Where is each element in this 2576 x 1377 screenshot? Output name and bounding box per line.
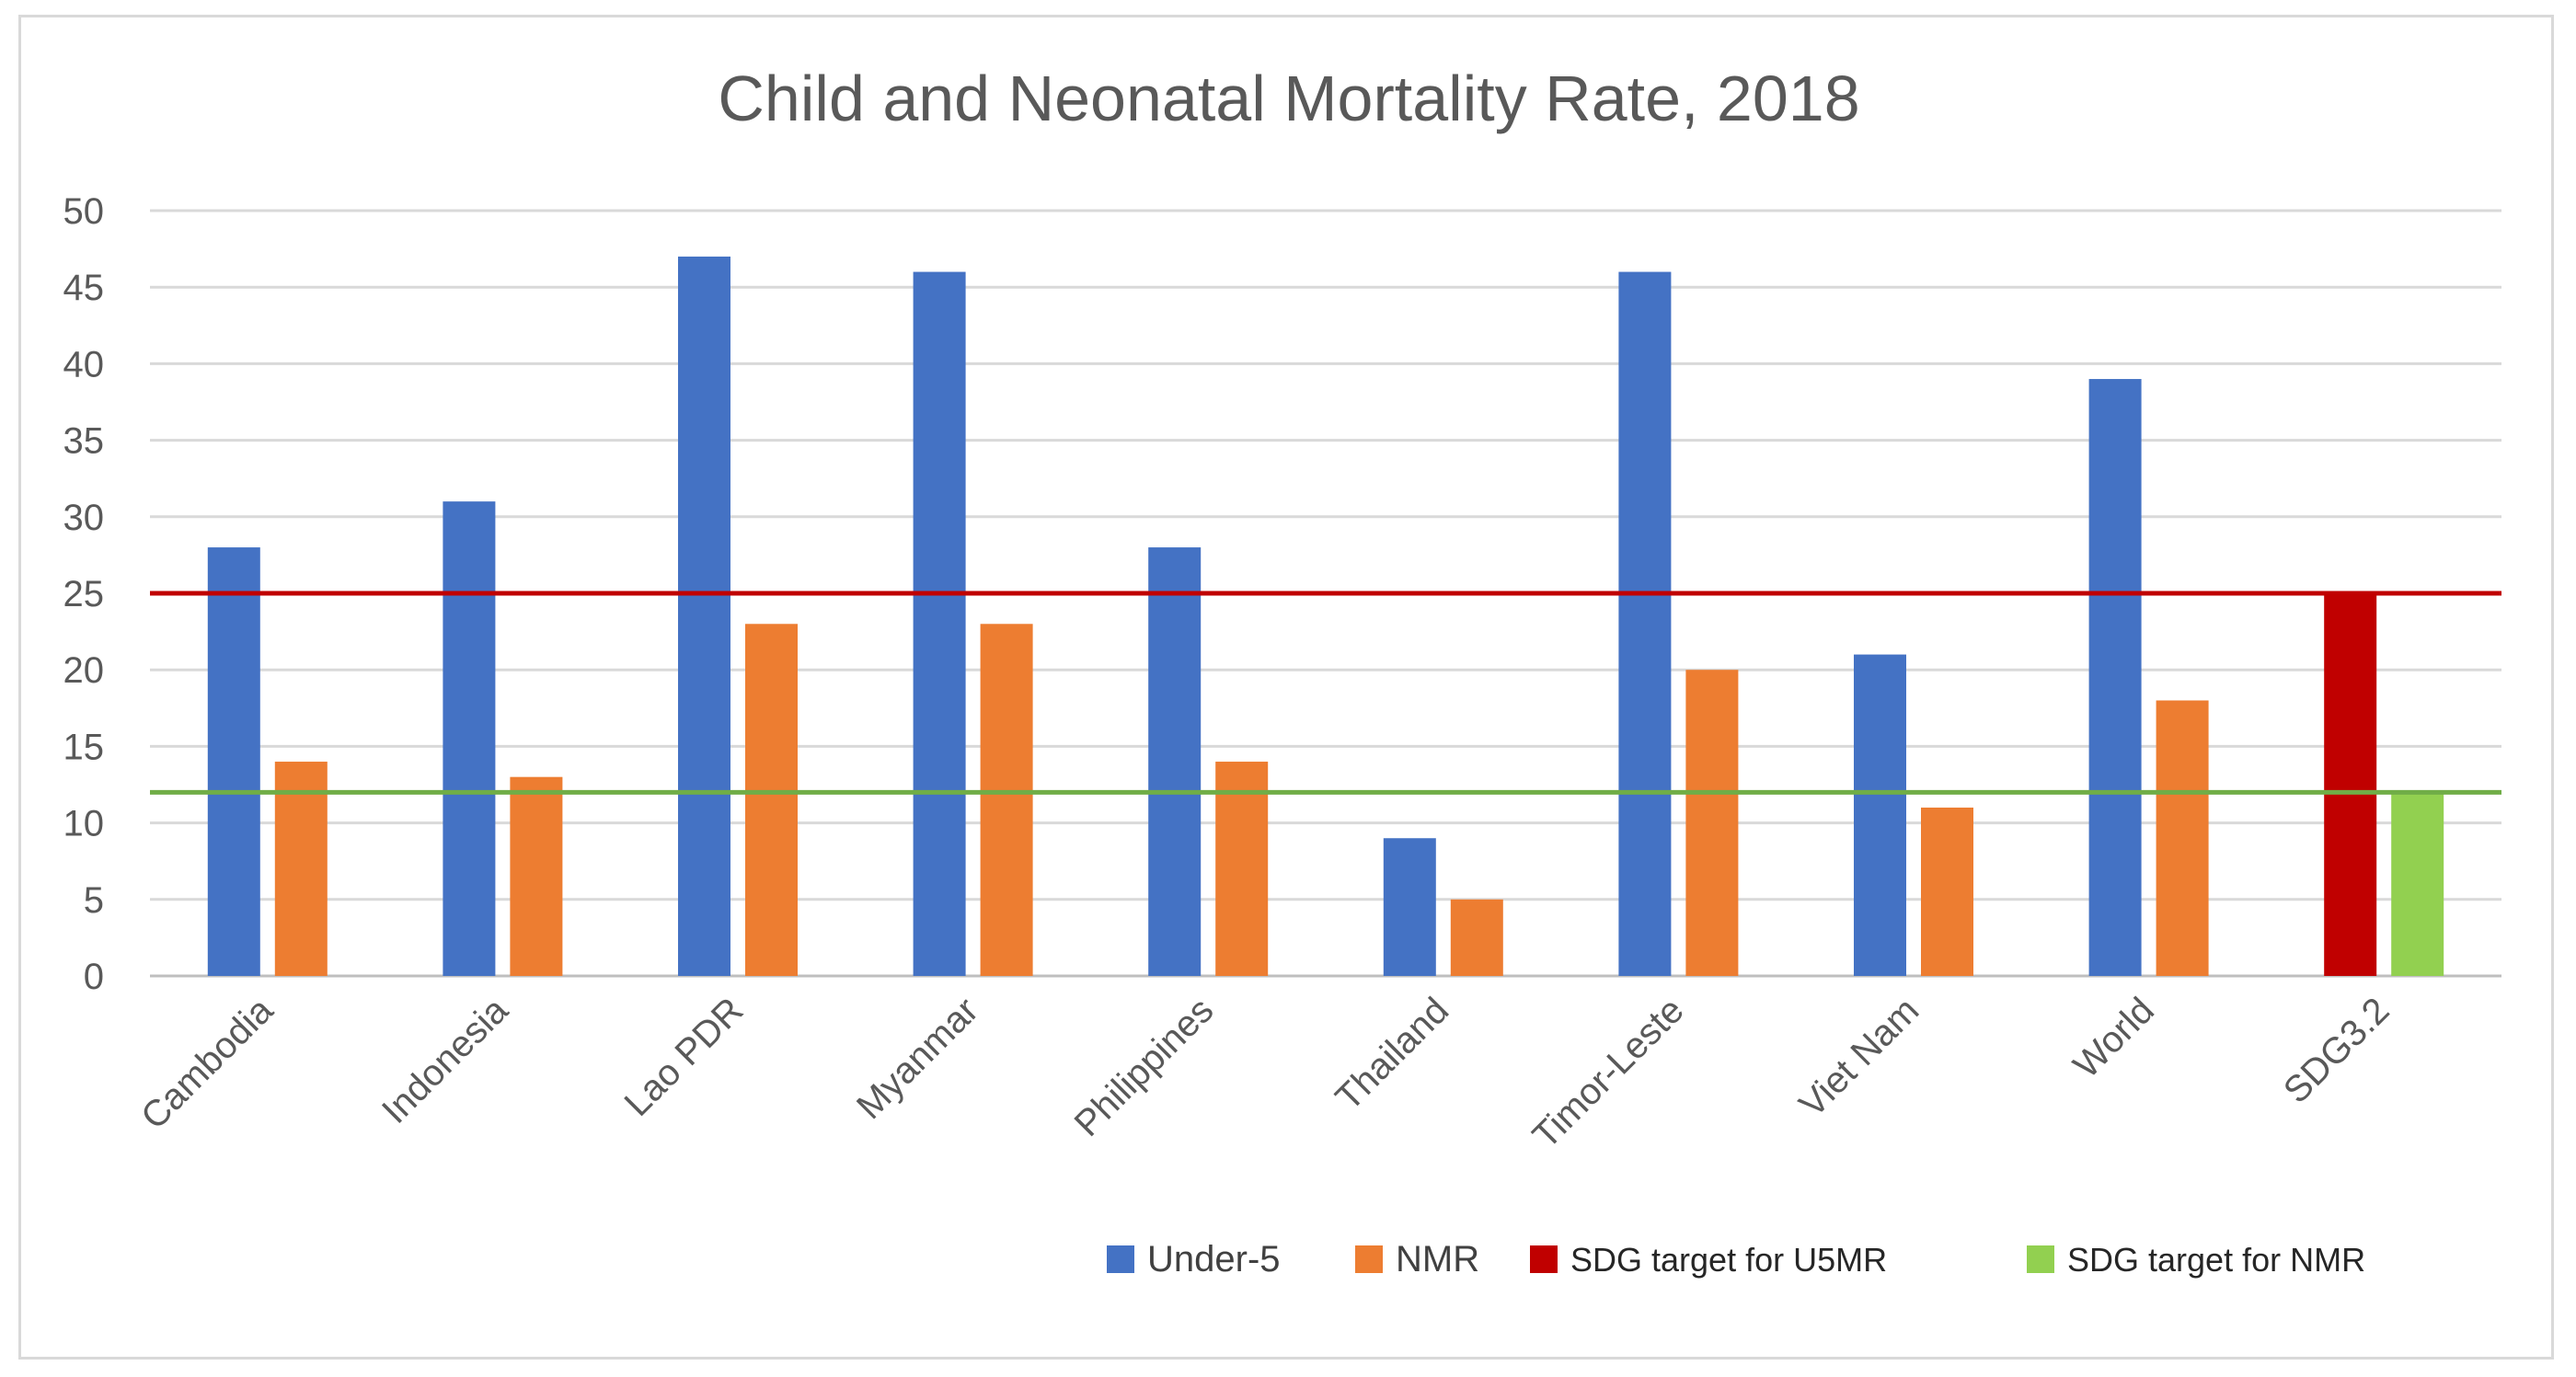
legend-swatch bbox=[2027, 1245, 2054, 1273]
bar-under-5-cambodia bbox=[207, 547, 260, 976]
x-axis-categories: Cambodia Indonesia Lao PDR Myanmar Philippin… bbox=[133, 990, 2397, 1156]
x-category-label: Cambodia bbox=[133, 990, 282, 1138]
bar-nmr-sdg3-2 bbox=[2391, 792, 2444, 976]
legend-swatch bbox=[1107, 1245, 1134, 1273]
y-tick-label: 15 bbox=[63, 727, 105, 767]
bar-nmr-timor-leste bbox=[1685, 670, 1739, 976]
y-tick-label: 45 bbox=[63, 268, 105, 308]
bar-nmr-viet-nam bbox=[1921, 807, 1973, 976]
bar-nmr-indonesia bbox=[510, 776, 563, 976]
bar-under-5-world bbox=[2088, 379, 2142, 976]
bar-under-5-viet-nam bbox=[1854, 654, 1906, 976]
bar-nmr-thailand bbox=[1450, 899, 1503, 976]
x-category-label: Indonesia bbox=[374, 990, 516, 1131]
bar-nmr-world bbox=[2156, 700, 2209, 976]
bar-nmr-lao-pdr bbox=[745, 624, 798, 976]
x-category-label: World bbox=[2066, 990, 2162, 1085]
reference-lines bbox=[150, 591, 2501, 795]
bars bbox=[207, 256, 2444, 976]
y-tick-label: 0 bbox=[84, 957, 104, 997]
x-category-label: Thailand bbox=[1328, 990, 1457, 1119]
legend-label: NMR bbox=[1396, 1239, 1479, 1279]
y-tick-label: 20 bbox=[63, 650, 105, 691]
y-tick-label: 35 bbox=[63, 421, 105, 462]
bar-under-5-philippines bbox=[1148, 547, 1202, 976]
x-category-label: Lao PDR bbox=[616, 990, 751, 1124]
bar-under-5-indonesia bbox=[443, 501, 496, 976]
bar-under-5-lao-pdr bbox=[678, 256, 730, 976]
bar-nmr-philippines bbox=[1215, 762, 1269, 976]
bar-under-5-thailand bbox=[1383, 838, 1436, 976]
x-category-label: Philippines bbox=[1067, 990, 1222, 1144]
x-category-label: SDG3.2 bbox=[2276, 990, 2398, 1111]
bar-nmr-cambodia bbox=[274, 762, 328, 976]
legend-label: SDG target for NMR bbox=[2067, 1241, 2365, 1279]
y-tick-label: 5 bbox=[84, 880, 104, 921]
bar-under-5-sdg3-2 bbox=[2324, 593, 2377, 976]
bar-under-5-myanmar bbox=[913, 271, 966, 976]
chart-frame: Child and Neonatal Mortality Rate, 2018 … bbox=[18, 15, 2554, 1360]
legend-swatch bbox=[1355, 1245, 1383, 1273]
x-category-label: Myanmar bbox=[849, 990, 986, 1127]
y-tick-label: 40 bbox=[63, 344, 105, 384]
chart-title: Child and Neonatal Mortality Rate, 2018 bbox=[718, 63, 1859, 134]
bar-nmr-myanmar bbox=[980, 624, 1033, 976]
legend-label: SDG target for U5MR bbox=[1570, 1241, 1887, 1279]
chart: Child and Neonatal Mortality Rate, 2018 … bbox=[63, 63, 2501, 1279]
x-category-label: Viet Nam bbox=[1791, 990, 1926, 1125]
y-tick-label: 10 bbox=[63, 804, 105, 844]
bar-under-5-timor-leste bbox=[1618, 271, 1672, 976]
legend-label: Under-5 bbox=[1147, 1239, 1281, 1279]
y-tick-label: 50 bbox=[63, 191, 105, 232]
y-tick-label: 25 bbox=[63, 574, 105, 614]
y-tick-label: 30 bbox=[63, 498, 105, 538]
y-axis-ticks: 0 5 10 15 20 25 30 35 40 45 50 bbox=[63, 191, 105, 997]
legend: Under-5 NMR SDG target for U5MR SDG target … bbox=[1107, 1239, 2365, 1279]
legend-swatch bbox=[1530, 1245, 1558, 1273]
x-category-label: Timor-Leste bbox=[1525, 990, 1692, 1156]
